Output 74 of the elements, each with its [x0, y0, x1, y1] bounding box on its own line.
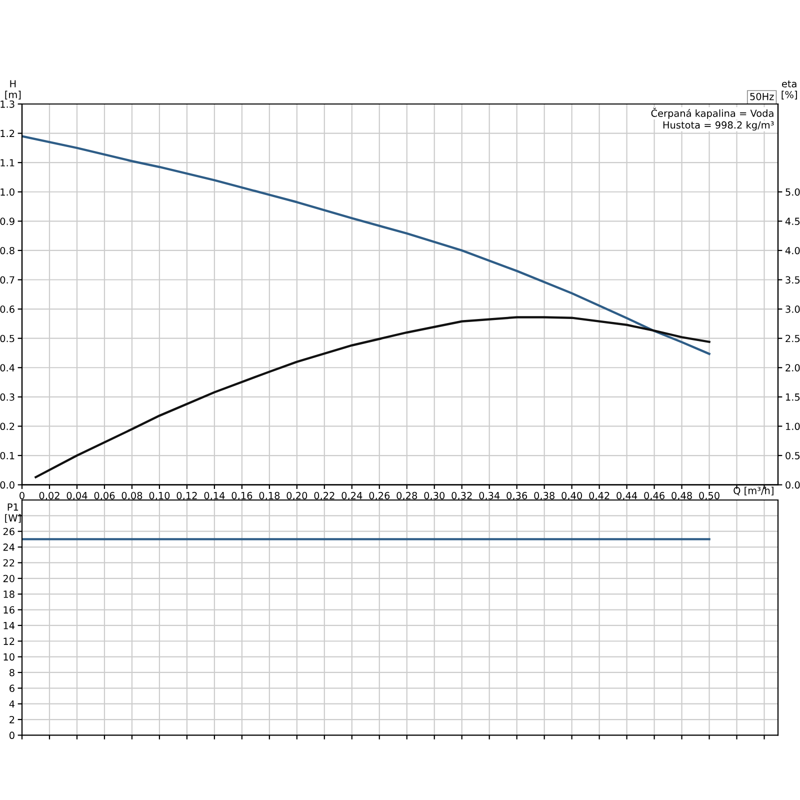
y2-tick-label: 1.0	[786, 422, 800, 430]
x-tick-label: 0,14	[204, 492, 225, 500]
x-tick-label: 0,12	[176, 492, 197, 500]
y2-axis-title: eta [%]	[782, 80, 797, 100]
x-tick-label: 0	[20, 492, 24, 500]
y2-tick-label: 1.5	[786, 394, 800, 401]
x-tick-label: 0,08	[122, 492, 142, 500]
y-tick-label: 12	[4, 638, 14, 645]
y-tick-label: 1.0	[0, 188, 14, 196]
line-series	[22, 135, 710, 355]
x-tick-label: 0,28	[396, 492, 418, 500]
x-tick-label: 0,46	[644, 492, 664, 500]
x-tick-label: 0,10	[149, 492, 170, 500]
y-tick-label: 0.4	[0, 364, 15, 372]
y-tick-label: 22	[3, 559, 14, 566]
y-tick-label: 16	[4, 606, 14, 614]
y-tick-label: 0.0	[0, 481, 14, 489]
x-tick-label: 0,44	[616, 492, 638, 500]
y-tick-label: 2	[10, 716, 14, 724]
y2-tick-label: 5.0	[786, 188, 800, 196]
y2-tick-label: 2.0	[786, 364, 800, 372]
y-tick-label: 0.1	[0, 452, 14, 460]
x-tick-label: 0,32	[452, 492, 472, 500]
y-tick-label: 8	[10, 668, 14, 676]
x-tick-label: 0,42	[589, 492, 610, 500]
x-tick-label: 0,26	[369, 492, 390, 500]
x-tick-label: 0,02	[39, 492, 60, 500]
x-tick-label: 0,04	[66, 492, 88, 500]
annotation: Čerpaná kapalina = Voda	[651, 108, 774, 119]
x-tick-label: 0,48	[672, 492, 692, 500]
x-tick-label: 0,36	[506, 492, 528, 500]
x-tick-label: 0,50	[699, 492, 720, 500]
y-axis-title: H [m]	[5, 80, 21, 100]
y2-tick-label: 3.5	[786, 276, 800, 284]
y-tick-label: 24	[3, 544, 15, 551]
x-tick-label: 0,40	[562, 492, 582, 500]
y-tick-label: 4	[9, 700, 15, 708]
y-tick-label: 1.2	[0, 130, 14, 137]
y-tick-label: 0.7	[0, 276, 14, 284]
x-tick-label: 0,16	[232, 492, 252, 500]
y-tick-label: 14	[4, 622, 15, 630]
x-tick-label: 0,18	[259, 492, 280, 500]
y-tick-label: 1.3	[0, 100, 14, 108]
y2-tick-label: 4.0	[785, 246, 800, 254]
chart-title: 50Hz	[750, 92, 774, 100]
y-axis-title: P1 [W]	[5, 504, 21, 523]
y2-tick-label: 0.5	[786, 452, 800, 460]
annotation: Hustota = 998.2 kg/m³	[663, 121, 774, 131]
y-tick-label: 0.2	[0, 422, 14, 430]
x-tick-label: 0,34	[479, 492, 500, 500]
y2-tick-label: 4.5	[785, 218, 800, 225]
x-tick-label: 0,06	[94, 492, 115, 500]
y-tick-label: 0.8	[0, 246, 14, 254]
x-tick-label: 0,24	[342, 492, 362, 500]
x-tick-label: 0,30	[424, 492, 445, 500]
x-tick-label: 0,38	[534, 492, 554, 500]
y-tick-label: 0.3	[0, 393, 14, 401]
y2-tick-label: 2.5	[786, 334, 800, 342]
y-tick-label: 0	[10, 732, 14, 740]
y-tick-label: 10	[4, 653, 14, 661]
y-tick-label: 6	[10, 684, 14, 692]
y-tick-label: 0.5	[0, 334, 14, 342]
y-tick-label: 18	[4, 590, 14, 598]
x-tick-label: 0,22	[314, 492, 334, 500]
y-tick-label: 20	[3, 574, 14, 582]
y-tick-label: 0.9	[0, 218, 14, 225]
y-tick-label: 0.6	[0, 306, 14, 313]
line-series	[34, 316, 710, 478]
x-tick-label: 0,20	[286, 492, 308, 500]
x-axis-title: Q [m³/h]	[734, 486, 774, 496]
y2-tick-label: 3.0	[786, 306, 800, 313]
y-tick-label: 1.1	[0, 159, 14, 166]
y-tick-label: 26	[3, 528, 14, 536]
y2-tick-label: 0.0	[786, 481, 800, 489]
